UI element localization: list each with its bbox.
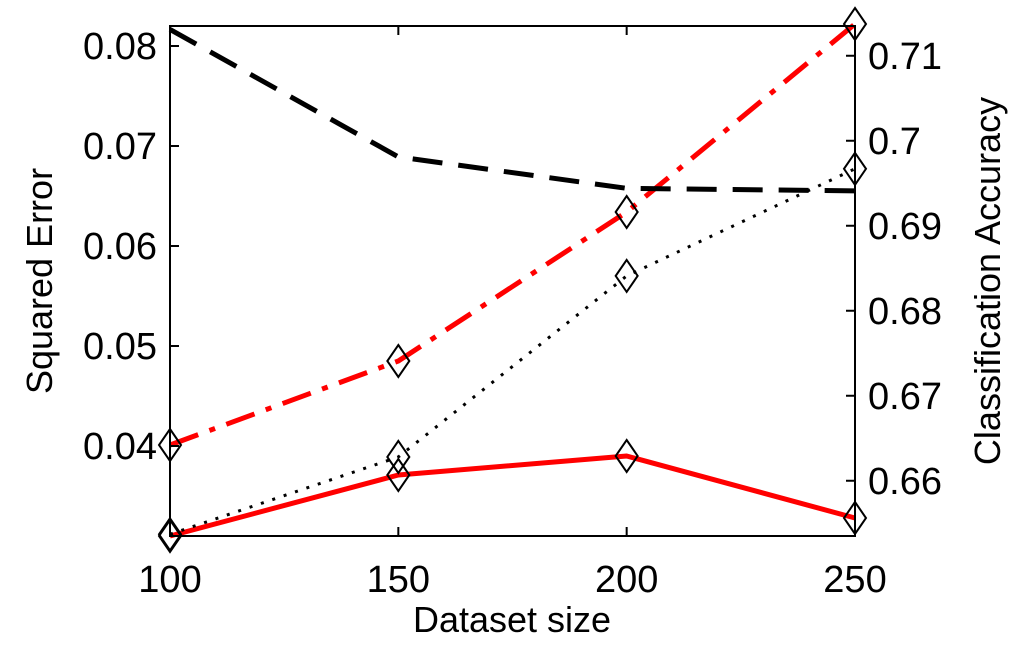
right-y-tick-label: 0.69	[868, 206, 942, 248]
series-layer	[168, 22, 857, 539]
axis-layer: 100 150 200 250 0.04 0.05 0.06 0.07 0.08 0.66 0.67…	[83, 26, 942, 601]
left-y-tick-label: 0.08	[83, 26, 157, 68]
right-y-tick-label: 0.71	[868, 36, 942, 78]
data-point-marker-solid	[614, 438, 639, 474]
x-tick-label: 250	[823, 559, 886, 601]
data-point-marker-solid	[386, 457, 411, 493]
plot-frame	[169, 25, 856, 537]
right-y-tick-label: 0.67	[868, 376, 942, 418]
data-point-marker-dotted	[386, 439, 411, 475]
series-line-dashdot	[169, 22, 857, 448]
series-line-solid	[169, 453, 856, 539]
data-point-marker-dashdot	[386, 343, 411, 379]
x-axis-title: Dataset size	[413, 599, 611, 640]
data-point-marker-dotted	[614, 258, 639, 294]
right-y-axis-title: Classification Accuracy	[967, 97, 1008, 465]
x-tick-label: 100	[138, 559, 201, 601]
left-y-tick-label: 0.07	[83, 126, 157, 168]
marker-layer	[157, 6, 868, 554]
data-point-marker-dashdot	[614, 194, 639, 230]
left-y-tick-label: 0.05	[83, 326, 157, 368]
series-line-dotted	[169, 167, 856, 536]
x-tick-label: 200	[595, 559, 658, 601]
data-point-marker-dotted	[157, 516, 183, 553]
right-y-tick-label: 0.68	[868, 291, 942, 333]
left-y-tick-label: 0.06	[83, 226, 157, 268]
x-tick-label: 150	[367, 559, 430, 601]
series-line-dashed	[168, 27, 856, 194]
left-y-axis-title: Squared Error	[19, 168, 60, 394]
right-y-tick-label: 0.7	[868, 121, 921, 163]
right-y-tick-label: 0.66	[868, 461, 942, 503]
left-y-tick-label: 0.04	[83, 426, 157, 468]
